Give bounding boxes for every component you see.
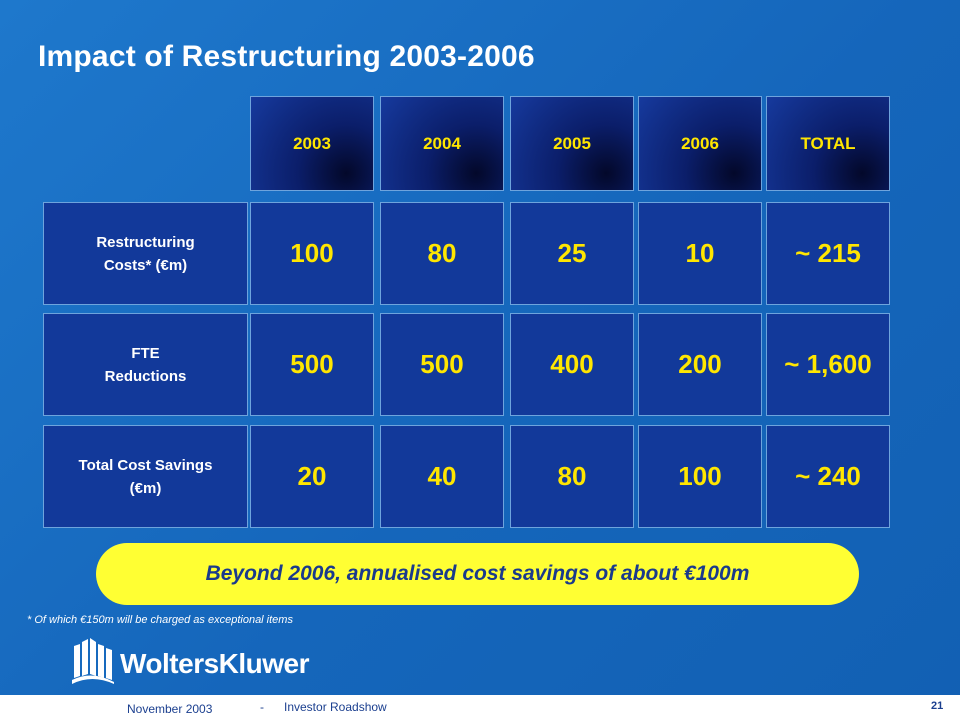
row-label-text: Restructuring Costs* (€m)	[96, 233, 195, 274]
footer-bar	[0, 695, 960, 720]
table-cell: 500	[380, 313, 504, 416]
table-cell: 400	[510, 313, 634, 416]
table-cell: 40	[380, 425, 504, 528]
table-cell-total: ~ 1,600	[766, 313, 890, 416]
row-label-fte-reductions: FTE Reductions	[43, 313, 248, 416]
footer-date: November 2003	[127, 702, 213, 716]
footer-separator: -	[260, 700, 264, 714]
table-cell: 200	[638, 313, 762, 416]
row-label-text: Total Cost Savings (€m)	[78, 456, 213, 497]
column-header-2006: 2006	[638, 96, 762, 191]
footer-event: Investor Roadshow	[284, 700, 387, 714]
logo-wordmark: WoltersKluwer	[120, 648, 310, 679]
table-cell: 10	[638, 202, 762, 305]
table-cell-total: ~ 215	[766, 202, 890, 305]
wolters-kluwer-logo-icon	[72, 638, 114, 684]
table-cell: 100	[250, 202, 374, 305]
column-header-total: TOTAL	[766, 96, 890, 191]
row-label-restructuring-costs: Restructuring Costs* (€m)	[43, 202, 248, 305]
table-cell: 500	[250, 313, 374, 416]
callout-banner: Beyond 2006, annualised cost savings of …	[96, 543, 859, 605]
table-cell: 80	[510, 425, 634, 528]
footnote: * Of which €150m will be charged as exce…	[27, 614, 293, 626]
page-number: 21	[931, 700, 944, 712]
row-label-total-cost-savings: Total Cost Savings (€m)	[43, 425, 248, 528]
table-cell: 25	[510, 202, 634, 305]
table-cell: 20	[250, 425, 374, 528]
table-cell: 100	[638, 425, 762, 528]
table-cell-total: ~ 240	[766, 425, 890, 528]
table-cell: 80	[380, 202, 504, 305]
column-header-2004: 2004	[380, 96, 504, 191]
column-header-2005: 2005	[510, 96, 634, 191]
column-header-2003: 2003	[250, 96, 374, 191]
row-label-text: FTE Reductions	[104, 344, 187, 385]
slide-title: Impact of Restructuring 2003-2006	[38, 40, 535, 73]
